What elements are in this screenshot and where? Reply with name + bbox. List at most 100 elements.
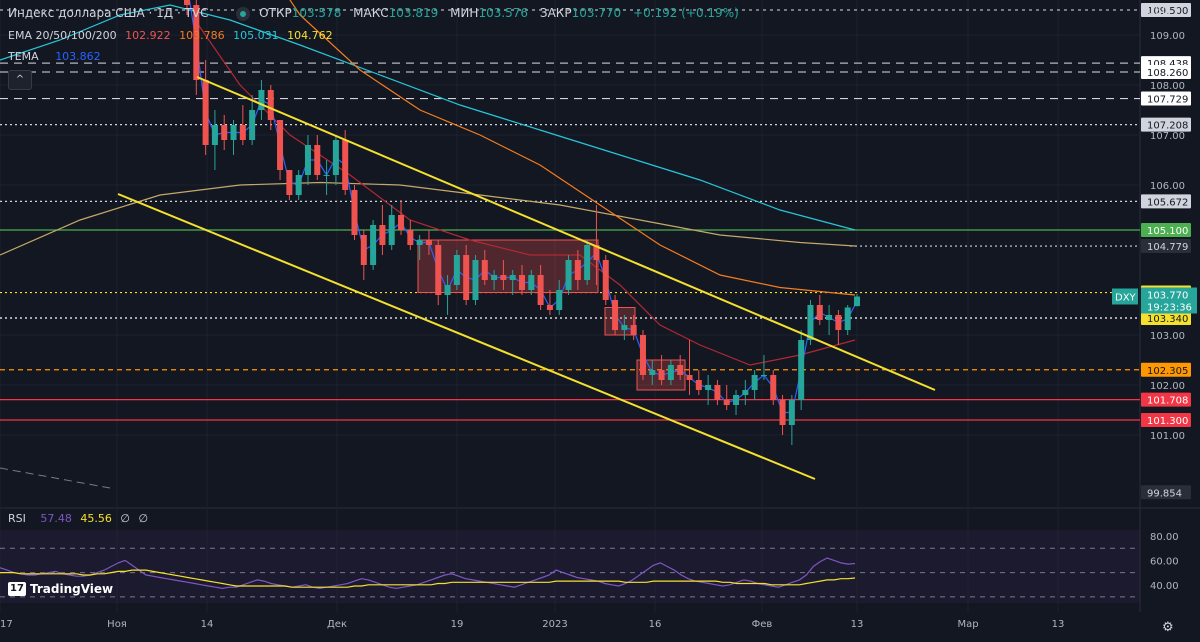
low-value: 103.576 bbox=[478, 6, 529, 20]
rsi-extra-1: ∅ bbox=[120, 512, 130, 525]
candle-body bbox=[351, 190, 358, 235]
candle bbox=[593, 205, 600, 285]
ema-legend[interactable]: EMA 20/50/100/200 102.922 103.786 105.03… bbox=[8, 29, 338, 42]
candle bbox=[444, 275, 451, 315]
x-tick-label: 2023 bbox=[542, 619, 567, 630]
candle-body bbox=[184, 0, 190, 5]
symbol-title[interactable]: Индекс доллара США · 1Д · TVC bbox=[8, 6, 209, 20]
rsi-legend[interactable]: RSI 57.48 45.56 ∅ ∅ bbox=[8, 512, 153, 525]
price-label-box bbox=[1141, 362, 1191, 377]
candle bbox=[184, 0, 190, 15]
rsi-legend-label: RSI bbox=[8, 512, 26, 525]
x-tick-label: Дек bbox=[327, 619, 347, 630]
candle bbox=[314, 135, 321, 180]
close-value: 103.770 bbox=[571, 6, 622, 20]
price-label-text: 108.438 bbox=[1147, 59, 1188, 70]
collapse-legend-button[interactable]: ^ bbox=[8, 70, 32, 90]
candle-body bbox=[742, 390, 749, 395]
countdown-text: 19:23:36 bbox=[1147, 303, 1192, 314]
tema-legend[interactable]: TEMA 103.862 bbox=[8, 50, 106, 63]
candle bbox=[221, 115, 228, 150]
candle-body bbox=[686, 375, 693, 380]
candle-body bbox=[854, 296, 860, 307]
price-label-box bbox=[1141, 194, 1191, 209]
candle-body bbox=[221, 125, 228, 140]
candle-body bbox=[835, 315, 842, 330]
low-label: МИН bbox=[450, 6, 479, 20]
candle-body bbox=[239, 125, 246, 140]
symbol-legend: Индекс доллара США · 1Д · TVC ОТКР103.57… bbox=[8, 6, 744, 21]
candle bbox=[463, 245, 470, 305]
candle-body bbox=[612, 300, 619, 330]
candle bbox=[621, 315, 628, 340]
candle-body bbox=[211, 125, 218, 145]
tradingview-logo[interactable]: 17 TradingView bbox=[8, 582, 113, 596]
x-tick-label: 13 bbox=[1052, 619, 1065, 630]
candle bbox=[798, 330, 805, 410]
candle bbox=[388, 205, 395, 250]
ema100-value: 105.031 bbox=[233, 29, 279, 42]
candle-body bbox=[528, 275, 535, 290]
last-price-badge bbox=[1141, 287, 1197, 314]
candle bbox=[695, 370, 702, 395]
candle-body bbox=[230, 125, 237, 140]
price-label-box bbox=[1141, 239, 1191, 254]
candle-body bbox=[332, 140, 339, 175]
candle-body bbox=[593, 245, 600, 260]
price-label-text: 107.208 bbox=[1147, 121, 1188, 132]
open-value: 103.578 bbox=[291, 6, 342, 20]
candle-body bbox=[807, 305, 814, 340]
price-label-text: 101.708 bbox=[1147, 396, 1188, 407]
ema-legend-label: EMA 20/50/100/200 bbox=[8, 29, 117, 42]
candle bbox=[742, 380, 749, 405]
price-label-text: 108.260 bbox=[1147, 68, 1188, 79]
price-label-box bbox=[1141, 117, 1191, 132]
currency-selector[interactable]: USD ▾ bbox=[1147, 4, 1180, 17]
candle-body bbox=[584, 245, 591, 280]
candle bbox=[760, 355, 767, 380]
candle bbox=[211, 110, 218, 170]
change-value: +0.192 (+0.19%) bbox=[633, 6, 739, 20]
y-tick-label: 108.00 bbox=[1150, 81, 1185, 92]
candle bbox=[416, 235, 423, 260]
symbol-badge-text: DXY bbox=[1115, 293, 1137, 304]
candle-body bbox=[714, 385, 721, 400]
ema200-value: 104.762 bbox=[287, 29, 333, 42]
settings-gear-icon[interactable]: ⚙ bbox=[1162, 620, 1174, 635]
candle bbox=[556, 280, 563, 315]
rsi-tick-label: 40.00 bbox=[1150, 581, 1179, 592]
price-label-text: 99.854 bbox=[1147, 488, 1182, 499]
candle-body bbox=[295, 175, 302, 195]
candle-body bbox=[816, 305, 823, 320]
candle-body bbox=[844, 307, 851, 330]
candle-body bbox=[798, 340, 805, 400]
candle-body bbox=[258, 90, 265, 110]
rsi-value: 57.48 bbox=[40, 512, 72, 525]
candle bbox=[770, 370, 777, 405]
price-label-box bbox=[1141, 311, 1191, 325]
candle bbox=[323, 160, 330, 195]
tradingview-logo-text: TradingView bbox=[30, 582, 114, 596]
candle-body bbox=[435, 245, 442, 295]
candle-body bbox=[379, 225, 386, 245]
candle bbox=[649, 360, 656, 385]
candle-body bbox=[202, 80, 209, 145]
candle bbox=[537, 265, 544, 310]
candle-body bbox=[760, 375, 767, 376]
candle bbox=[751, 370, 758, 400]
candle-body bbox=[481, 260, 488, 280]
candle bbox=[639, 330, 646, 380]
rsi-ma-value: 45.56 bbox=[80, 512, 112, 525]
candle-body bbox=[370, 225, 377, 265]
channel-lower-line bbox=[117, 193, 816, 480]
candle-body bbox=[342, 140, 349, 190]
candle bbox=[546, 290, 553, 315]
x-tick-label: 16 bbox=[649, 619, 662, 630]
price-label-text: 102.305 bbox=[1147, 366, 1188, 377]
candle bbox=[705, 375, 712, 405]
candle bbox=[723, 385, 730, 410]
candle-body bbox=[770, 375, 777, 400]
candle-body bbox=[677, 365, 684, 375]
x-tick-label: 14 bbox=[201, 619, 214, 630]
